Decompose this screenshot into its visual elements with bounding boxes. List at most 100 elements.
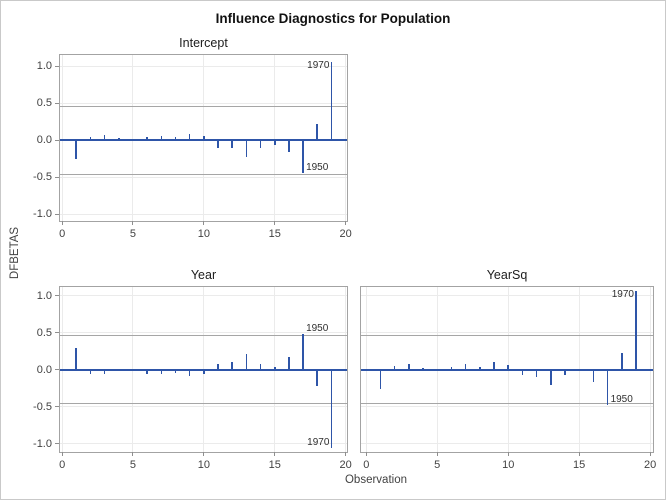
dfbetas-needle [330,61,333,141]
dfbetas-needle [103,135,106,141]
dfbetas-needle [146,369,148,374]
dfbetas-needle [606,369,609,405]
dfbetas-needle [592,369,595,382]
dfbetas-needle [231,140,233,148]
dfbetas-needle [302,333,304,370]
x-tick-label: 5 [129,459,137,471]
x-tick-label: 5 [434,459,441,471]
dfbetas-needle [118,138,120,141]
dfbetas-reference-line [361,403,653,405]
x-tick-label: 0 [59,228,66,240]
observation-label: 1970 [307,436,330,448]
dfbetas-needle [620,352,623,370]
dfbetas-needle [493,362,495,370]
dfbetas-needle [203,135,205,141]
x-tick-label: 10 [197,228,210,240]
dfbetas-needle [118,369,120,372]
dfbetas-needle [422,367,424,370]
x-gridline [61,55,63,221]
dfbetas-needle [273,366,276,370]
y-axis-label: DFBETAS [9,226,21,280]
y-gridline [361,406,653,408]
y-tick-label: -0.5 [33,171,52,184]
y-tick-mark [55,406,59,408]
intercept-plot-area: 0 5 10 15 20 1.0 0.5 0.0 -0.5 -1.0 1970 1950 [33,55,352,240]
dfbetas-needle [75,348,78,370]
y-tick-mark [55,65,59,67]
y-gridline [60,102,347,104]
dfbetas-needle [245,140,248,157]
y-tick-label: 0.0 [36,363,52,376]
observation-label: 1950 [306,161,329,173]
x-tick-mark [61,221,63,225]
y-tick-mark [55,213,59,215]
dfbetas-needle [89,137,92,141]
zero-line [361,368,653,371]
dfbetas-needle [146,137,148,141]
y-gridline [60,443,347,445]
x-tick-label: 20 [339,228,352,240]
dfbetas-needle [174,137,177,141]
dfbetas-needle [521,369,524,376]
y-gridline [361,332,653,334]
figure-title: Influence Diagnostics for Population [215,11,451,26]
x-tick-label: 20 [339,459,352,471]
x-tick-label: 10 [502,459,515,471]
y-tick-label: -1.0 [33,208,52,221]
y-tick-label: -1.0 [33,437,52,450]
dfbetas-needle [316,369,319,387]
dfbetas-needle [288,140,290,153]
y-gridline [361,443,653,445]
dfbetas-needle [408,363,410,370]
x-tick-mark [345,221,347,225]
dfbetas-needle [174,369,177,373]
dfbetas-needle [549,369,552,386]
dfbetas-needle [89,369,92,374]
dfbetas-needle [245,353,248,370]
dfbetas-reference-line [60,105,347,107]
y-gridline [60,295,347,297]
dfbetas-needle [217,363,219,370]
dfbetas-needle [330,369,333,448]
y-tick-label: -0.5 [33,400,52,413]
y-tick-mark [55,295,59,297]
dfbetas-needle [436,369,439,370]
year-plot: Year 0 5 10 15 20 1.0 0.5 0.0 -0.5 -1.0 1950 1970 [33,268,352,471]
dfbetas-needle [288,357,290,370]
year-plot-title: Year [190,268,217,282]
x-tick-mark [132,452,134,456]
y-tick-mark [55,443,59,445]
y-tick-mark [55,139,59,141]
y-tick-label: 1.0 [36,289,52,302]
x-tick-label: 20 [644,459,657,471]
yearsq-plot: YearSq 0 5 10 15 20 1970 1950 [360,268,656,471]
y-tick-mark [55,176,59,178]
y-tick-label: 0.5 [36,97,52,110]
dfbetas-needle [75,140,78,160]
dfbetas-reference-line [361,335,653,337]
dfbetas-needle [217,140,219,148]
dfbetas-needle [231,361,233,370]
zero-line [60,139,347,142]
dfbetas-needle [393,366,396,370]
x-tick-mark [274,452,276,456]
dfbetas-needle [379,369,382,390]
dfbetas-needle [535,369,538,378]
dfbetas-needle [188,369,191,376]
intercept-plot-title: Intercept [179,36,228,50]
x-tick-mark [578,452,580,456]
dfbetas-needle [316,123,319,141]
observation-label: 1970 [611,289,634,301]
dfbetas-needle [188,134,191,141]
x-tick-mark [61,452,63,456]
x-gridline [132,55,134,221]
dfbetas-needle [132,139,134,141]
dfbetas-needle [259,140,262,148]
dfbetas-needle [450,366,453,370]
y-tick-mark [55,102,59,104]
observation-label: 1950 [610,393,633,405]
dfbetas-needle [160,369,163,375]
x-tick-label: 10 [197,459,210,471]
year-plot-area: 0 5 10 15 20 1.0 0.5 0.0 -0.5 -1.0 1950 1970 [33,287,352,471]
x-tick-mark [649,452,651,456]
